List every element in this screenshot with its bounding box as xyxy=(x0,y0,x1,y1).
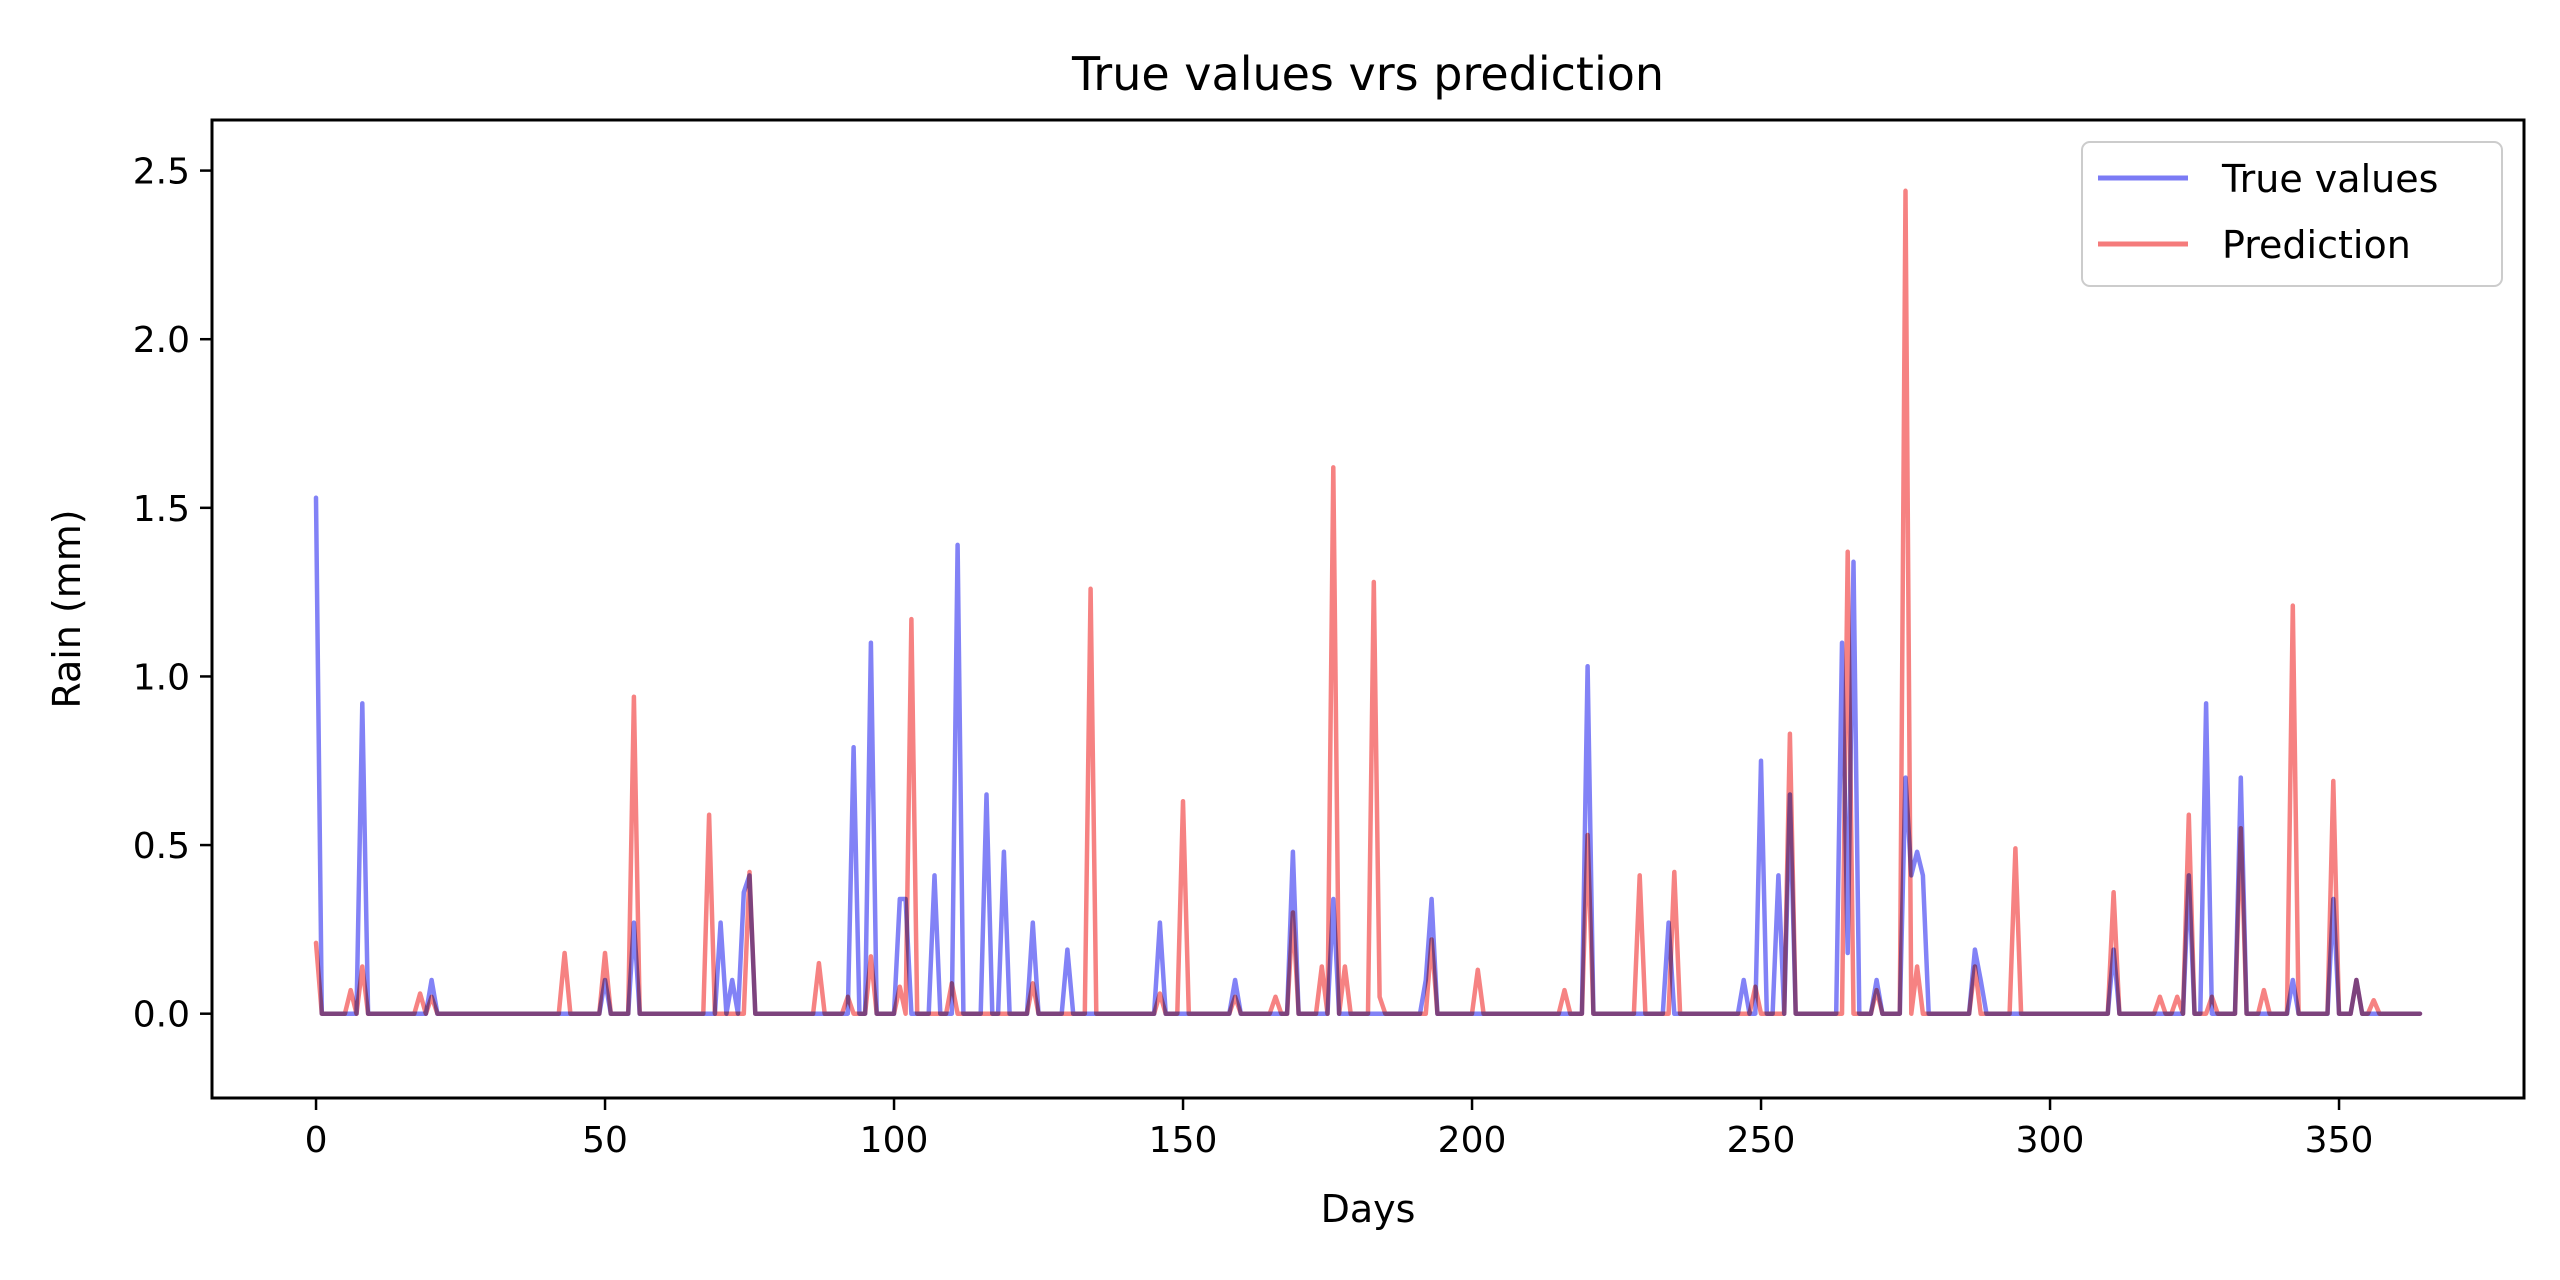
x-axis-label: Days xyxy=(1321,1187,1416,1231)
x-tick-label: 350 xyxy=(2305,1120,2374,1161)
y-tick-label: 0.5 xyxy=(133,826,190,867)
x-axis-ticks: 0 50 100 150 200 250 300 350 xyxy=(305,1098,2374,1161)
y-tick-label: 2.0 xyxy=(133,320,190,361)
y-tick-label: 1.0 xyxy=(133,657,190,698)
x-tick-label: 300 xyxy=(2016,1120,2085,1161)
x-tick-label: 150 xyxy=(1149,1120,1218,1161)
x-tick-label: 250 xyxy=(1727,1120,1796,1161)
legend: True values Prediction xyxy=(2081,141,2503,287)
x-tick-label: 0 xyxy=(305,1120,328,1161)
y-axis-label: Rain (mm) xyxy=(45,509,89,708)
plot-frame xyxy=(210,118,2526,1100)
y-tick-label: 0.0 xyxy=(133,995,190,1036)
y-tick-label: 1.5 xyxy=(133,489,190,530)
series-line-prediction xyxy=(313,188,2423,1016)
legend-label-prediction: Prediction xyxy=(2222,223,2411,267)
x-tick-label: 50 xyxy=(582,1120,628,1161)
legend-label-true-values: True values xyxy=(2221,157,2438,201)
y-axis-ticks: 0.0 0.5 1.0 1.5 2.0 2.5 xyxy=(133,152,212,1036)
chart-title: True values vrs prediction xyxy=(1071,47,1664,101)
y-tick-label: 2.5 xyxy=(133,152,190,193)
x-tick-label: 200 xyxy=(1438,1120,1507,1161)
x-tick-label: 100 xyxy=(860,1120,929,1161)
plot-series xyxy=(313,188,2423,1016)
